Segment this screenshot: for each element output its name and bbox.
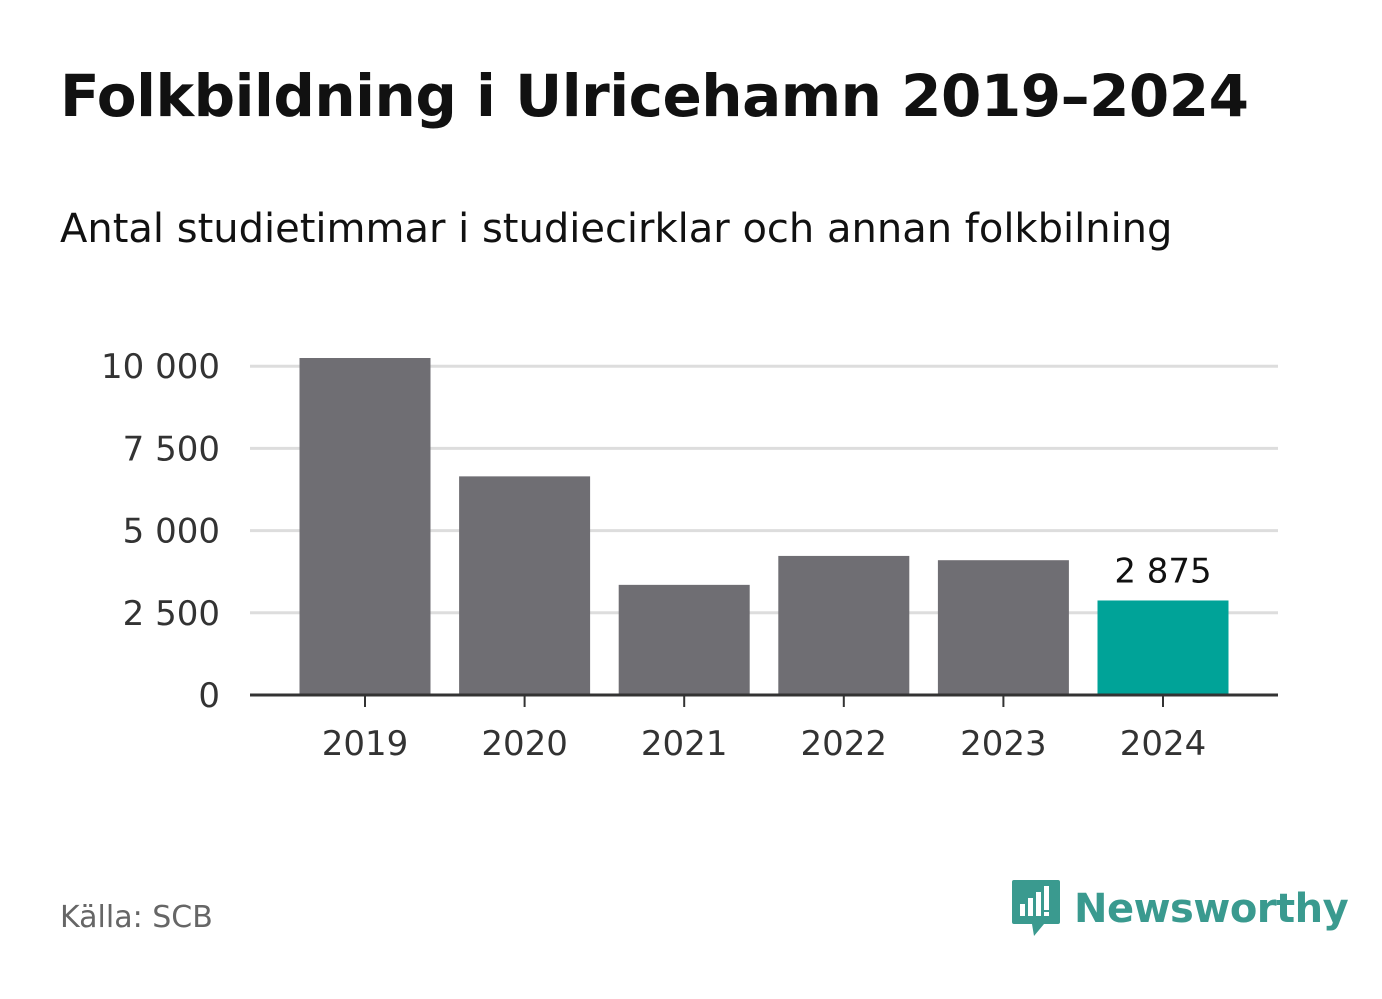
x-tick-label: 2020 (481, 724, 568, 764)
x-tick-label: 2024 (1120, 724, 1207, 764)
source-note: Källa: SCB (60, 900, 213, 935)
chart-subtitle: Antal studietimmar i studiecirklar och a… (60, 206, 1173, 252)
brand-logo: Newsworthy (1010, 878, 1349, 940)
y-tick-label: 0 (198, 676, 220, 716)
y-tick-label: 5 000 (123, 512, 220, 552)
brand-name: Newsworthy (1074, 886, 1349, 932)
data-label: 2 875 (1114, 551, 1211, 591)
bar-2022 (778, 555, 910, 695)
x-tick-label: 2019 (322, 724, 409, 764)
bar-2021 (618, 584, 750, 695)
bar-2020 (459, 476, 591, 695)
x-tick-label: 2023 (960, 724, 1047, 764)
y-tick-label: 10 000 (101, 347, 220, 387)
y-tick-label: 2 500 (123, 594, 220, 634)
chart-title: Folkbildning i Ulricehamn 2019–2024 (60, 62, 1249, 130)
x-tick-label: 2022 (801, 724, 888, 764)
x-tick-label: 2021 (641, 724, 728, 764)
bar-2024 (1097, 600, 1229, 695)
newsworthy-logo-icon (1012, 880, 1060, 936)
bar-2023 (937, 560, 1069, 695)
bar-2019 (299, 358, 431, 695)
y-tick-label: 7 500 (123, 429, 220, 469)
